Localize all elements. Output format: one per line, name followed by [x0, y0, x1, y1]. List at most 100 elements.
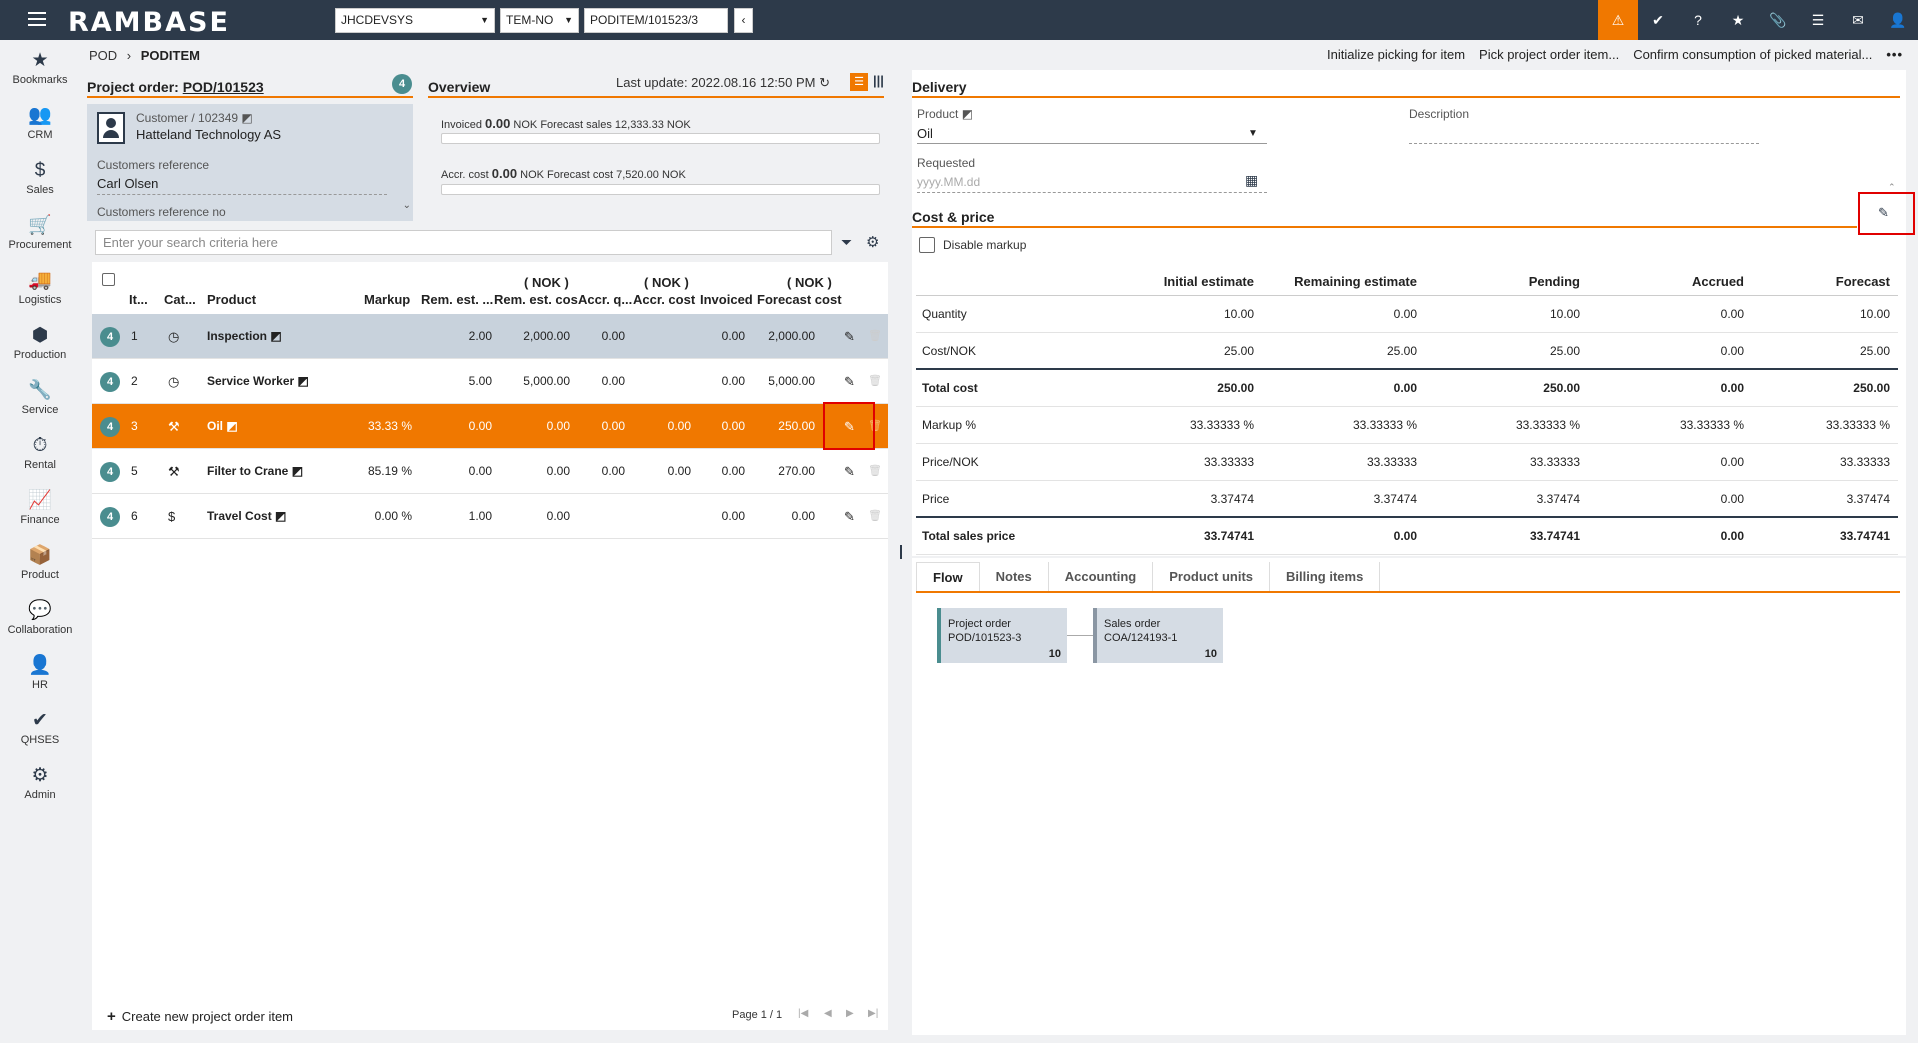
sidebar-item-rental[interactable]: ⏱ Rental [0, 425, 80, 480]
open-link-icon[interactable]: ◩ [270, 329, 282, 343]
edit-icon[interactable]: ✎ [844, 464, 855, 479]
locale-select[interactable]: TEM-NO ▼ [500, 8, 579, 33]
attachment-icon[interactable]: 📎 [1769, 11, 1787, 28]
logo[interactable]: RAMBASE [68, 7, 230, 38]
back-button[interactable]: ‹ [734, 8, 753, 33]
path-input[interactable]: PODITEM/101523/3 [584, 8, 728, 33]
initialize-picking-action[interactable]: Initialize picking for item [1327, 47, 1466, 62]
disable-markup-checkbox[interactable] [919, 237, 935, 253]
edit-icon[interactable]: ✎ [844, 419, 855, 434]
table-row[interactable]: 4 5 ⚒ Filter to Crane ◩ 85.19 % 0.00 0.00 0.00 0… [92, 449, 888, 494]
col-accr-qty[interactable]: Accr. q... [578, 292, 633, 307]
cost-price-value: 0.00 [1720, 344, 1744, 358]
product-name[interactable]: Filter to Crane ◩ [207, 464, 304, 478]
open-link-icon[interactable]: ◩ [297, 374, 309, 388]
next-page-icon[interactable]: ▶ [846, 1008, 854, 1019]
prev-page-icon[interactable]: ◀ [824, 1008, 832, 1019]
list-icon[interactable]: ☰ [1811, 11, 1825, 28]
list-view-icon[interactable]: ☰ [850, 73, 868, 91]
flow-node[interactable]: Project order POD/101523-3 10 [937, 608, 1067, 663]
more-actions-icon[interactable]: ••• [1886, 47, 1903, 62]
col-rem-est-qty[interactable]: Rem. est. ... [421, 292, 494, 307]
product-name[interactable]: Oil ◩ [207, 419, 238, 433]
refresh-icon[interactable]: ↻ [819, 75, 831, 90]
col-product[interactable]: Product [207, 292, 257, 307]
flow-node[interactable]: Sales order COA/124193-1 10 [1093, 608, 1223, 663]
sidebar-item-bookmarks[interactable]: ★ Bookmarks [0, 40, 80, 95]
create-item-button[interactable]: + Create new project order item [107, 1008, 294, 1025]
table-row[interactable]: 4 1 ◷ Inspection ◩ 2.00 2,000.00 0.00 0.00 2,000… [92, 314, 888, 359]
requested-date-input[interactable]: yyyy.MM.dd [917, 175, 981, 189]
sidebar-item-production[interactable]: ⬢ Production [0, 315, 80, 370]
open-link-icon[interactable]: ◩ [275, 509, 287, 523]
col-item[interactable]: It... [129, 292, 148, 307]
project-order-link[interactable]: POD/101523 [182, 79, 264, 95]
delete-icon[interactable]: 🗑 [868, 465, 882, 477]
sidebar-item-logistics[interactable]: 🚚 Logistics [0, 260, 80, 315]
sidebar-item-procurement[interactable]: 🛒 Procurement [0, 205, 80, 260]
last-page-icon[interactable]: ▶| [868, 1008, 879, 1019]
description-field[interactable] [1409, 143, 1759, 144]
col-markup[interactable]: Markup [364, 292, 411, 307]
tab-product-units[interactable]: Product units [1153, 562, 1271, 592]
sidebar-item-crm[interactable]: 👥 CRM [0, 95, 80, 150]
table-row[interactable]: 4 3 ⚒ Oil ◩ 33.33 % 0.00 0.00 0.00 0.00 0.00 250.0… [92, 404, 888, 449]
edit-icon[interactable]: ✎ [844, 374, 855, 389]
edit-icon[interactable]: ✎ [1878, 205, 1889, 220]
sidebar-item-hr[interactable]: 👤 HR [0, 645, 80, 700]
open-link-icon[interactable]: ◩ [961, 107, 974, 121]
tab-billing-items[interactable]: Billing items [1270, 562, 1381, 592]
tab-flow[interactable]: Flow [916, 562, 980, 592]
delete-icon[interactable]: 🗑 [868, 375, 882, 387]
edit-icon[interactable]: ✎ [844, 329, 855, 344]
company-select[interactable]: JHCDEVSYS ▼ [335, 8, 495, 33]
sidebar-item-qhses[interactable]: ✔ QHSES [0, 700, 80, 755]
table-row[interactable]: 4 2 ◷ Service Worker ◩ 5.00 5,000.00 0.00 0.00 5… [92, 359, 888, 404]
check-badge-icon[interactable]: ✔ [1652, 11, 1664, 28]
product-name[interactable]: Inspection ◩ [207, 329, 282, 343]
tab-accounting[interactable]: Accounting [1049, 562, 1154, 592]
sidebar-item-product[interactable]: 📦 Product [0, 535, 80, 590]
edit-icon[interactable]: ✎ [844, 509, 855, 524]
col-category[interactable]: Cat... [164, 292, 196, 307]
select-all-checkbox[interactable] [102, 273, 115, 286]
calendar-icon[interactable]: ▦ [1245, 172, 1259, 188]
delete-icon[interactable]: 🗑 [868, 330, 882, 342]
first-page-icon[interactable]: |◀ [798, 1008, 809, 1019]
open-link-icon[interactable]: ◩ [226, 419, 238, 433]
tab-notes[interactable]: Notes [980, 562, 1049, 592]
open-link-icon[interactable]: ◩ [291, 464, 304, 478]
splitter-handle[interactable] [900, 545, 902, 559]
collapse-icon[interactable]: ⌃ [1888, 182, 1896, 192]
delete-icon[interactable]: 🗑 [868, 510, 882, 522]
user-icon[interactable]: 👤 [1889, 11, 1907, 28]
table-row[interactable]: 4 6 $ Travel Cost ◩ 0.00 % 1.00 0.00 0.00 0.00 ✎ 🗑 [92, 494, 888, 539]
sidebar-item-admin[interactable]: ⚙ Admin [0, 755, 80, 810]
sidebar-item-sales[interactable]: $ Sales [0, 150, 80, 205]
product-name[interactable]: Travel Cost ◩ [207, 509, 287, 523]
filter-icon[interactable]: ⏷ [841, 234, 853, 250]
breadcrumb-parent[interactable]: POD [89, 48, 118, 63]
settings-icon[interactable]: ⚙ [866, 234, 880, 251]
col-accr-cost[interactable]: Accr. cost [633, 292, 696, 307]
expand-icon[interactable]: ⌄ [402, 200, 411, 211]
star-icon[interactable]: ★ [1731, 11, 1745, 28]
sidebar-item-finance[interactable]: 📈 Finance [0, 480, 80, 535]
col-forecast-cost[interactable]: Forecast cost [757, 292, 842, 307]
warning-icon[interactable]: ⚠ [1598, 0, 1638, 40]
menu-icon[interactable] [28, 12, 46, 28]
product-select[interactable]: Oil [917, 126, 933, 141]
col-rem-est-cost[interactable]: Rem. est. cos [494, 292, 578, 307]
open-link-icon[interactable]: ◩ [241, 111, 253, 125]
sidebar-item-service[interactable]: 🔧 Service [0, 370, 80, 425]
column-view-icon[interactable]: ||| [873, 73, 884, 88]
col-invoiced[interactable]: Invoiced [700, 292, 753, 307]
sidebar-item-collaboration[interactable]: 💬 Collaboration [0, 590, 80, 645]
confirm-consumption-action[interactable]: Confirm consumption of picked material..… [1633, 47, 1873, 62]
chevron-down-icon[interactable]: ▼ [1248, 128, 1258, 139]
search-input[interactable]: Enter your search criteria here [95, 230, 832, 255]
help-icon[interactable]: ? [1694, 12, 1702, 28]
mail-icon[interactable]: ✉ [1852, 11, 1864, 28]
product-name[interactable]: Service Worker ◩ [207, 374, 309, 388]
pick-item-action[interactable]: Pick project order item... [1479, 47, 1620, 62]
